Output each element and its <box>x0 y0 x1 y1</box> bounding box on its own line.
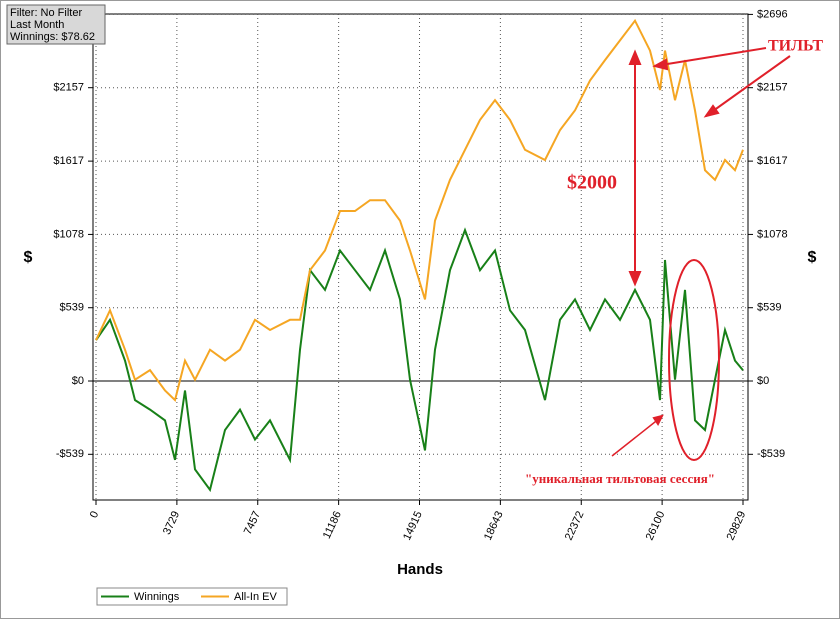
y2-axis-label: $ <box>808 249 817 266</box>
arrow <box>611 417 661 457</box>
info-line: Filter: No Filter <box>10 7 82 19</box>
y2-tick-label: $1617 <box>757 155 788 167</box>
y-tick-label: $2157 <box>53 82 84 94</box>
annotation: "уникальная тильтовая сессия" <box>525 471 715 486</box>
annotation: $2000 <box>567 172 617 194</box>
legend-label: All-In EV <box>234 591 277 603</box>
arrow <box>705 55 791 117</box>
series-line <box>95 227 744 493</box>
y-tick-label: -$539 <box>56 448 84 460</box>
y-axis-label: $ <box>24 249 33 266</box>
arrowhead <box>628 271 642 287</box>
y2-tick-label: $1078 <box>757 228 788 240</box>
y2-tick-label: $539 <box>757 302 781 314</box>
y2-tick-label: -$539 <box>757 448 785 460</box>
info-line: Winnings: $78.62 <box>10 31 95 43</box>
legend-items: Winnings All-In EV <box>101 591 277 603</box>
y2-tick-label: $0 <box>757 375 769 387</box>
arrowhead <box>628 49 642 65</box>
y-tick-label: $1078 <box>53 228 84 240</box>
arrowhead <box>703 104 720 118</box>
arrowhead <box>652 58 669 71</box>
arrowhead <box>652 414 664 426</box>
y-tick-label: $0 <box>72 375 84 387</box>
arrow <box>654 47 767 67</box>
y-tick-label: $1617 <box>53 155 84 167</box>
annotation: ТИЛЬТ <box>768 38 823 55</box>
legend-label: Winnings <box>134 591 180 603</box>
ellipse <box>668 259 720 461</box>
y2-tick-label: $2696 <box>757 8 788 20</box>
legend <box>96 587 288 606</box>
info-line: Last Month <box>10 19 64 31</box>
x-axis-label: Hands <box>397 561 443 578</box>
y2-tick-label: $2157 <box>757 82 788 94</box>
annotations <box>611 47 791 461</box>
series-line <box>95 18 744 403</box>
plot-frame <box>92 13 749 501</box>
info-box <box>6 4 106 45</box>
y-tick-label: $539 <box>60 302 84 314</box>
x-tick-label: 0 <box>88 509 101 520</box>
